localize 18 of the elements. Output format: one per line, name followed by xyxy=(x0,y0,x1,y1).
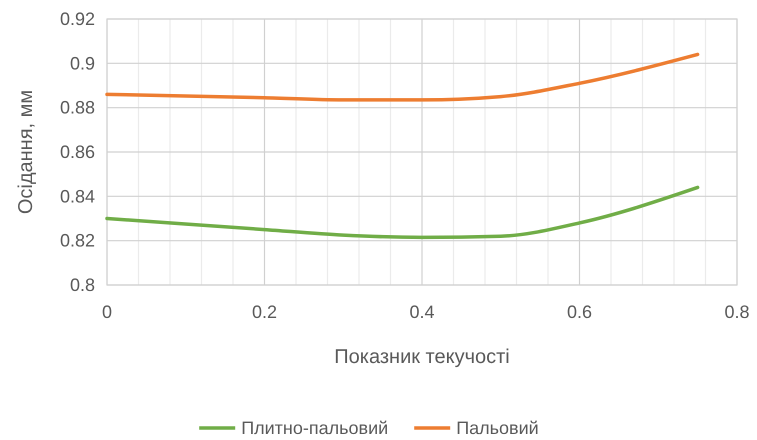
y-tick-label: 0.92 xyxy=(60,9,95,29)
x-tick-label: 0.6 xyxy=(566,302,592,322)
y-tick-label: 0.84 xyxy=(60,186,95,206)
y-tick-label: 0.82 xyxy=(60,230,95,251)
y-tick-label: 0.86 xyxy=(60,142,95,162)
x-tick-label: 0.2 xyxy=(252,302,278,322)
legend-label: Пальовий xyxy=(456,418,539,438)
line-series xyxy=(105,52,700,102)
x-tick-label: 0.8 xyxy=(724,302,750,322)
legend-label: Плитно-пальовий xyxy=(241,418,388,438)
line-series xyxy=(105,186,700,240)
x-tick-label: 0 xyxy=(102,302,112,322)
x-axis-title: Показник текучості xyxy=(334,346,510,368)
y-tick-label: 0.8 xyxy=(70,275,95,295)
y-tick-label: 0.88 xyxy=(60,98,95,118)
y-tick-label: 0.9 xyxy=(70,53,95,74)
y-axis-title: Осідання, мм xyxy=(15,90,37,214)
x-tick-label: 0.4 xyxy=(409,302,435,322)
